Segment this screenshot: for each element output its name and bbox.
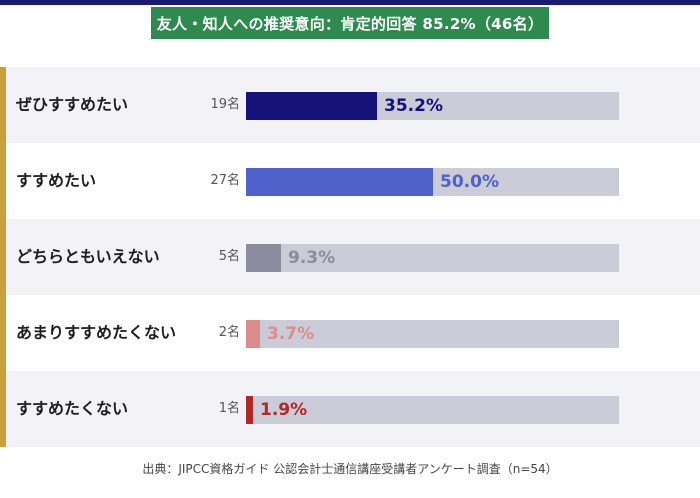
- bar-track: [246, 320, 619, 348]
- value-label: 9.3%: [288, 248, 336, 268]
- source-note: 出典：JIPCC資格ガイド 公認会計士通信講座受講者アンケート調査（n=54）: [142, 462, 558, 476]
- category-label: どちらともいえない: [16, 247, 160, 266]
- bar-row: すすめたくない 1名 1.9%: [0, 371, 700, 447]
- bar-row: どちらともいえない 5名 9.3%: [0, 219, 700, 295]
- top-rule: [0, 0, 700, 5]
- bar-row: あまりすすめたくない 2名 3.7%: [0, 295, 700, 371]
- count-label: 1名: [218, 401, 240, 416]
- bar: [246, 320, 260, 348]
- bar-track: [246, 244, 619, 272]
- value-label: 3.7%: [267, 324, 315, 344]
- bar-track: [246, 396, 619, 424]
- category-label: あまりすすめたくない: [16, 323, 177, 342]
- count-label: 27名: [210, 173, 240, 188]
- value-label: 50.0%: [440, 172, 499, 192]
- category-label: すすめたい: [16, 171, 97, 190]
- count-label: 2名: [218, 325, 240, 340]
- bar: [246, 168, 433, 196]
- left-accent-bar: [0, 67, 6, 447]
- bar-track: [246, 168, 619, 196]
- category-label: すすめたくない: [16, 399, 129, 418]
- chart-title: 友人・知人への推奨意向：肯定的回答 85.2%（46名）: [151, 7, 549, 39]
- bar-row: ぜひすすめたい 19名 35.2%: [0, 67, 700, 143]
- bar-track: [246, 92, 619, 120]
- count-label: 5名: [218, 249, 240, 264]
- value-label: 1.9%: [260, 400, 308, 420]
- count-label: 19名: [210, 97, 240, 112]
- bar-chart: ぜひすすめたい 19名 35.2% すすめたい 27名 50.0% どちらともいえない 5名 9…: [0, 67, 700, 447]
- bar: [246, 92, 377, 120]
- value-label: 35.2%: [384, 96, 443, 116]
- bar: [246, 396, 253, 424]
- category-label: ぜひすすめたい: [16, 95, 129, 114]
- bar: [246, 244, 281, 272]
- bar-row: すすめたい 27名 50.0%: [0, 143, 700, 219]
